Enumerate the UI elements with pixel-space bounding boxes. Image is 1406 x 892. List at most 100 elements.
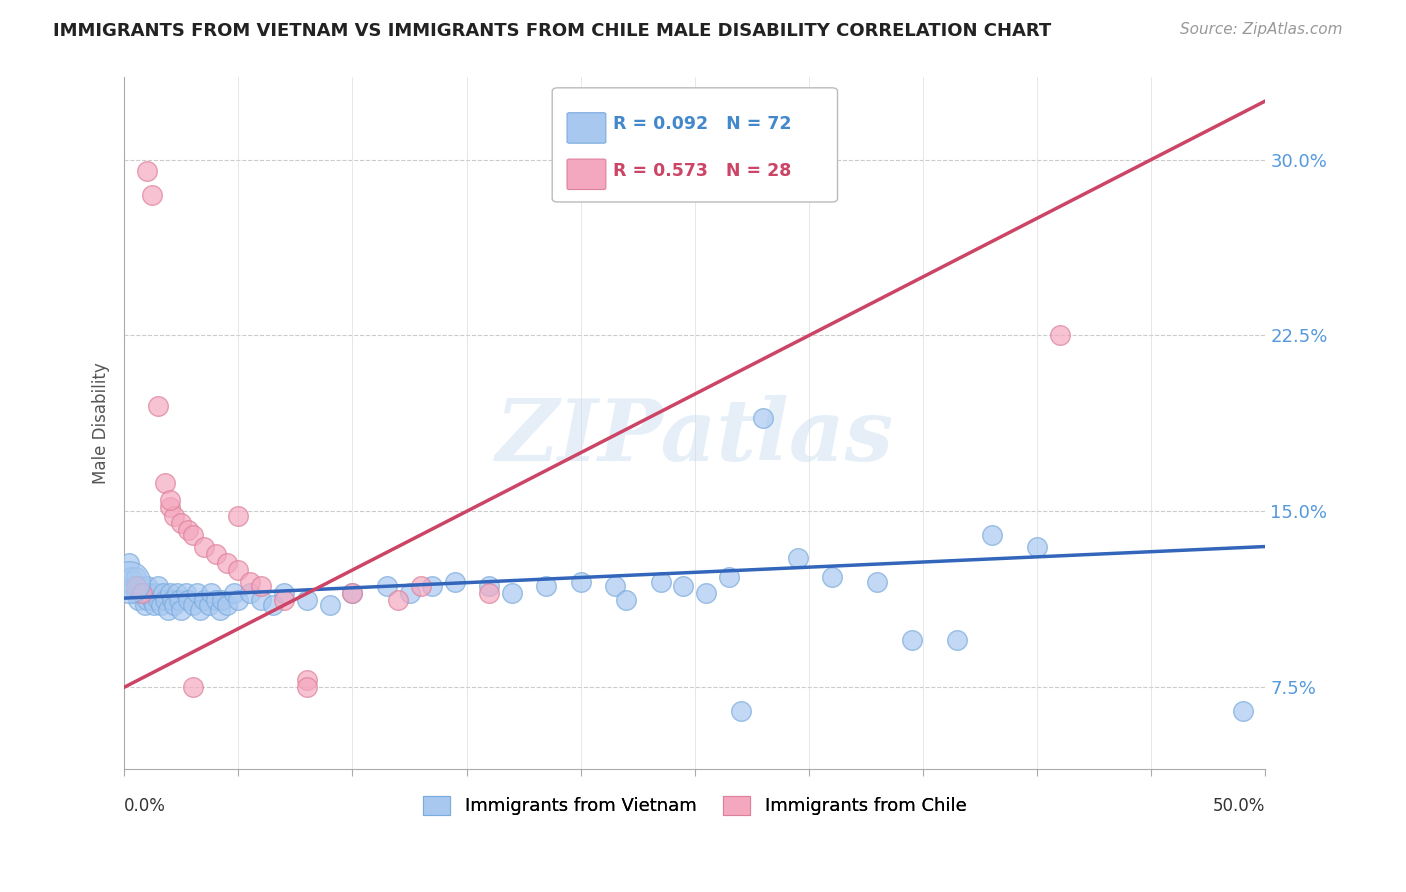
Point xyxy=(129,579,152,593)
Point xyxy=(375,579,398,593)
Point xyxy=(131,586,153,600)
Point xyxy=(177,523,200,537)
Point xyxy=(204,547,226,561)
Point xyxy=(215,556,238,570)
Point xyxy=(127,593,149,607)
Point xyxy=(239,586,262,600)
Point xyxy=(295,593,318,607)
Point xyxy=(193,593,215,607)
Point xyxy=(318,598,340,612)
Point xyxy=(163,598,186,612)
Point xyxy=(134,598,156,612)
FancyBboxPatch shape xyxy=(567,159,606,189)
Point xyxy=(141,187,163,202)
Point xyxy=(501,586,523,600)
Point xyxy=(250,593,273,607)
Point xyxy=(478,579,501,593)
Point xyxy=(900,633,922,648)
Point xyxy=(155,593,177,607)
Point xyxy=(188,603,211,617)
Point xyxy=(152,586,174,600)
Point xyxy=(1026,540,1049,554)
Point xyxy=(177,593,200,607)
Point xyxy=(166,586,188,600)
Point xyxy=(170,603,193,617)
Point xyxy=(209,603,232,617)
Point xyxy=(946,633,969,648)
Point xyxy=(163,509,186,524)
Point xyxy=(569,574,592,589)
Point xyxy=(786,551,808,566)
Point xyxy=(136,593,159,607)
Point xyxy=(197,598,219,612)
Point xyxy=(222,586,245,600)
Point xyxy=(186,586,208,600)
Point xyxy=(120,570,142,584)
Point xyxy=(131,586,153,600)
Point xyxy=(536,579,558,593)
Point xyxy=(295,680,318,694)
Point xyxy=(478,586,501,600)
Text: 0.0%: 0.0% xyxy=(124,797,166,815)
Point xyxy=(204,593,226,607)
Point xyxy=(672,579,695,593)
Point xyxy=(149,598,172,612)
Point xyxy=(160,593,183,607)
Point xyxy=(387,593,409,607)
Point xyxy=(211,593,233,607)
Point xyxy=(181,598,204,612)
Point xyxy=(273,586,295,600)
Text: Source: ZipAtlas.com: Source: ZipAtlas.com xyxy=(1180,22,1343,37)
Point xyxy=(181,528,204,542)
Text: R = 0.573   N = 28: R = 0.573 N = 28 xyxy=(613,161,792,180)
Point xyxy=(118,574,141,589)
Legend: Immigrants from Vietnam, Immigrants from Chile: Immigrants from Vietnam, Immigrants from… xyxy=(416,789,974,822)
Text: ZIPatlas: ZIPatlas xyxy=(496,395,894,479)
Point xyxy=(159,586,181,600)
Point xyxy=(752,410,775,425)
Point xyxy=(148,579,170,593)
Point xyxy=(239,574,262,589)
Point xyxy=(444,574,467,589)
Point xyxy=(124,586,146,600)
Point xyxy=(193,540,215,554)
Point xyxy=(141,593,163,607)
Point xyxy=(167,593,190,607)
Point xyxy=(603,579,626,593)
Point xyxy=(170,516,193,530)
Point xyxy=(262,598,284,612)
Point xyxy=(124,579,146,593)
Point xyxy=(295,673,318,688)
FancyBboxPatch shape xyxy=(553,87,838,202)
Point xyxy=(181,680,204,694)
Point xyxy=(730,704,752,718)
Text: R = 0.092   N = 72: R = 0.092 N = 72 xyxy=(613,115,792,134)
Point xyxy=(136,164,159,178)
Point xyxy=(398,586,420,600)
Point xyxy=(148,593,170,607)
Point xyxy=(409,579,432,593)
Point xyxy=(980,528,1002,542)
Point xyxy=(159,500,181,514)
Point xyxy=(142,598,165,612)
Point xyxy=(650,574,672,589)
Point xyxy=(273,593,295,607)
Text: IMMIGRANTS FROM VIETNAM VS IMMIGRANTS FROM CHILE MALE DISABILITY CORRELATION CHA: IMMIGRANTS FROM VIETNAM VS IMMIGRANTS FR… xyxy=(53,22,1052,40)
Point xyxy=(616,593,638,607)
Point xyxy=(866,574,889,589)
Point xyxy=(200,586,222,600)
FancyBboxPatch shape xyxy=(567,112,606,144)
Point xyxy=(155,476,177,491)
Point xyxy=(718,570,741,584)
Point xyxy=(148,399,170,413)
Point xyxy=(122,579,145,593)
Point xyxy=(138,586,160,600)
Point xyxy=(250,579,273,593)
Point xyxy=(228,593,250,607)
Point xyxy=(342,586,364,600)
Point xyxy=(118,556,141,570)
Point xyxy=(136,579,159,593)
Point xyxy=(215,598,238,612)
Text: 50.0%: 50.0% xyxy=(1213,797,1265,815)
Point xyxy=(159,492,181,507)
